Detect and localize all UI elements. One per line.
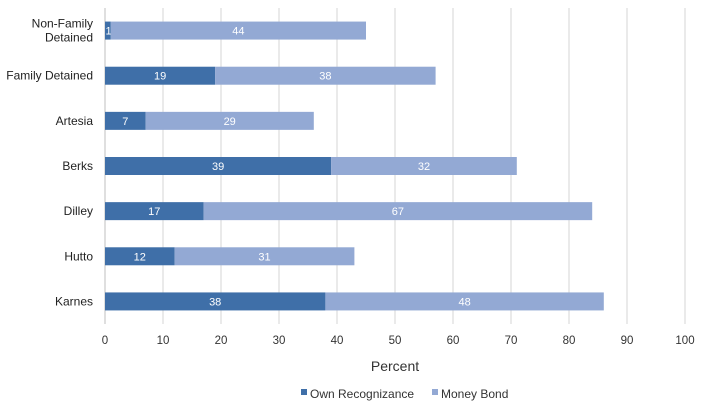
data-label: 17	[148, 206, 160, 218]
bar-segment	[174, 247, 355, 266]
category-label: Non-Family Detained	[32, 17, 93, 45]
bar-segment	[203, 202, 593, 221]
data-label: 29	[224, 116, 236, 128]
category-label: Berks	[62, 159, 93, 173]
data-label: 19	[154, 71, 166, 83]
bar-segment	[105, 21, 111, 40]
x-tick-label: 60	[447, 335, 460, 347]
legend: Own Recognizance Money Bond	[301, 387, 508, 401]
category-label: Hutto	[64, 249, 93, 263]
data-label: 7	[122, 116, 128, 128]
category-label: Karnes	[55, 294, 93, 308]
category-labels: Non-Family Detained Family Detained Artesia…	[6, 17, 93, 309]
data-label: 44	[232, 26, 244, 38]
data-label: 38	[319, 71, 331, 83]
bar-segment	[105, 157, 332, 175]
x-tick-labels: 0 10 20 30 40 50 60 70 80 90 100	[102, 335, 695, 347]
x-tick-label: 20	[215, 335, 228, 347]
bar-segment	[110, 21, 366, 40]
bar-segment	[215, 66, 436, 85]
x-tick-label: 0	[102, 335, 108, 347]
legend-label: Money Bond	[441, 387, 508, 401]
data-label: 48	[458, 296, 470, 308]
bar-segment	[325, 292, 604, 311]
x-tick-label: 40	[331, 335, 344, 347]
category-label: Dilley	[64, 204, 93, 218]
x-axis-title: Percent	[371, 358, 419, 374]
data-label: 12	[134, 251, 146, 263]
x-tick-label: 80	[563, 335, 576, 347]
category-label: Artesia	[56, 114, 94, 128]
legend-swatch	[301, 389, 307, 395]
legend-swatch	[432, 389, 438, 395]
data-label: 31	[258, 251, 270, 263]
data-label: 39	[212, 161, 224, 173]
legend-label: Own Recognizance	[310, 387, 414, 401]
bar-segment	[105, 66, 216, 85]
bar-segment	[105, 111, 146, 130]
category-label: Family Detained	[6, 69, 93, 83]
bar-segment	[105, 292, 326, 311]
data-label: 67	[392, 206, 404, 218]
x-tick-label: 30	[273, 335, 286, 347]
x-tick-label: 90	[621, 335, 634, 347]
bar-segment	[105, 247, 175, 266]
x-tick-label: 50	[389, 335, 402, 347]
x-tick-label: 10	[157, 335, 170, 347]
bars: 1 44 19 38 7 29 39 32 17 67 12 31 38 48	[105, 21, 604, 311]
data-label: 38	[209, 296, 221, 308]
x-tick-label: 70	[505, 335, 518, 347]
data-label: 1	[106, 26, 112, 38]
bar-segment	[331, 157, 517, 175]
bar-segment	[145, 111, 314, 130]
x-tick-label: 100	[675, 335, 694, 347]
bar-segment	[105, 202, 204, 221]
data-label: 32	[418, 161, 430, 173]
